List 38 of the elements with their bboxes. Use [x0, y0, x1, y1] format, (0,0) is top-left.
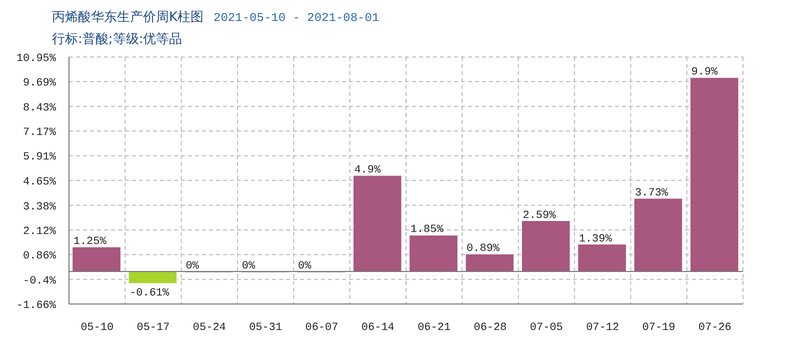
x-tick-label: 07-05: [530, 322, 563, 334]
data-label: 4.9%: [354, 164, 382, 177]
x-tick-label: 06-14: [361, 322, 395, 334]
data-label: 0.89%: [466, 243, 500, 256]
x-tick-label: 07-12: [586, 322, 620, 334]
x-tick-label: 06-07: [305, 322, 338, 334]
text: 2021-05-10 - 2021-08-01: [214, 11, 380, 25]
data-label: 9.9%: [691, 66, 718, 79]
x-tick-label: 05-31: [249, 322, 282, 334]
y-tick-label: 5.91%: [22, 152, 56, 164]
data-label: -0.61%: [130, 287, 170, 300]
y-tick-label: -0.4%: [22, 275, 56, 288]
y-tick-label: 0.86%: [22, 250, 56, 263]
data-label: 1.25%: [73, 236, 107, 248]
y-tick-label: 2.12%: [22, 226, 56, 238]
x-tick-label: 07-26: [698, 322, 732, 334]
data-label: 0%: [186, 260, 200, 272]
x-tick-label: 05-10: [80, 322, 114, 334]
data-label: 3.73%: [635, 187, 668, 200]
x-tick-label: 06-21: [418, 322, 451, 334]
x-tick-label: 06-28: [474, 322, 507, 334]
data-label: 2.59%: [522, 210, 556, 222]
y-tick-label: 7.17%: [22, 127, 56, 140]
y-tick-label: 3.38%: [22, 201, 56, 214]
x-tick-label: 05-24: [192, 322, 226, 334]
data-label: 0%: [298, 260, 312, 272]
x-tick-label: 05-17: [136, 322, 170, 334]
y-tick-label: 8.43%: [22, 102, 56, 114]
y-tick-label: -1.66%: [16, 300, 56, 312]
chart-subtitle: 行标:普酸;等级:优等品: [52, 31, 182, 47]
x-tick-label: 07-19: [642, 322, 676, 334]
y-tick-label: 10.95%: [16, 53, 56, 65]
y-tick-label: 9.69%: [22, 78, 56, 90]
data-label: 1.39%: [578, 233, 612, 246]
chart-title: 丙烯酸华东生产价周K柱图: [52, 10, 204, 25]
data-label: 1.85%: [410, 224, 444, 236]
y-tick-label: 4.65%: [22, 176, 56, 188]
data-label: 0%: [242, 260, 256, 272]
